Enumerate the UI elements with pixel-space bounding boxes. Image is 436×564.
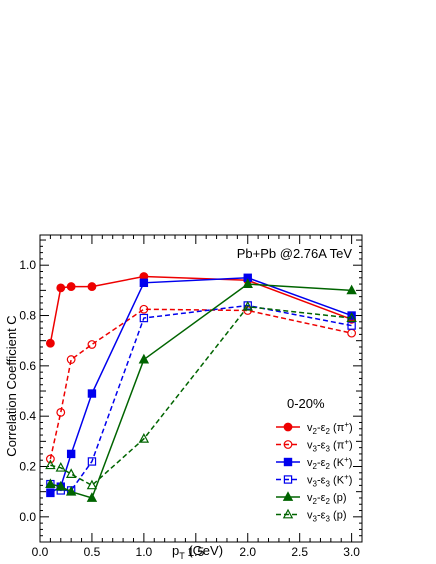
data-point [347, 311, 356, 320]
legend-item: v2-ε2 (p) [276, 491, 347, 506]
legend-item: v2-ε2 (π+) [276, 420, 353, 436]
data-point [87, 282, 97, 291]
data-point [139, 278, 149, 288]
data-point [56, 408, 66, 417]
y-axis-label: Correlation Coefficient C [4, 315, 19, 456]
legend-marker [283, 440, 293, 449]
data-point [87, 340, 97, 349]
data-point [66, 449, 76, 459]
legend-label: v2-ε2 (K+) [307, 455, 352, 471]
data-point [347, 321, 356, 330]
legend-marker [283, 422, 293, 432]
data-point [55, 462, 66, 472]
legend-marker [283, 457, 293, 467]
x-tick-label: 2.5 [291, 545, 308, 559]
series-0 [45, 272, 357, 348]
data-series [45, 272, 357, 502]
y-tick-label: 0.8 [19, 309, 36, 323]
data-point [346, 312, 357, 322]
series-5 [45, 300, 357, 490]
series-1 [45, 304, 357, 464]
legend-item: v3-ε3 (π+) [276, 438, 353, 454]
data-point [242, 278, 253, 288]
data-point [45, 454, 55, 464]
data-point [56, 283, 66, 293]
legend-label: v2-ε2 (π+) [307, 420, 353, 436]
y-axis-ticks: 0.0 0.2 0.4 0.6 0.8 1.0 [19, 239, 362, 537]
data-point [45, 459, 56, 470]
data-point [138, 433, 150, 443]
y-tick-label: 0.0 [19, 510, 36, 524]
plot-frame [39, 234, 363, 543]
x-axis-label: pT (GeV) [172, 543, 223, 561]
collision-annotation: Pb+Pb @2.76A TeV [237, 246, 353, 261]
data-point [138, 353, 150, 364]
data-point [65, 468, 77, 478]
data-point [86, 492, 98, 502]
legend-label: v2-ε2 (p) [307, 492, 347, 506]
x-axis-ticks: 0.0 0.5 1.0 1.5 2.0 2.5 3.0 [32, 235, 360, 559]
data-point [55, 480, 66, 491]
legend: v2-ε2 (π+) v3-ε3 (π+)v2-ε2 (K+) v3-ε3 (K+)… [276, 420, 353, 524]
data-point [242, 300, 253, 311]
series-line [50, 305, 352, 487]
data-point [66, 282, 76, 291]
data-point [66, 355, 76, 364]
data-point [87, 389, 97, 398]
data-point [139, 313, 149, 323]
data-point [45, 478, 56, 489]
y-tick-label: 0.4 [19, 409, 36, 423]
data-point [346, 284, 357, 295]
x-tick-label: 0.5 [84, 545, 101, 559]
data-point [86, 479, 98, 490]
legend-marker [282, 491, 294, 501]
x-tick-label: 1.5 [187, 545, 204, 559]
legend-marker [282, 508, 294, 519]
legend-item: v2-ε2 (K+) [276, 455, 352, 471]
x-tick-label: 1.0 [136, 545, 153, 559]
legend-label: v3-ε3 (π+) [307, 438, 353, 454]
data-point [87, 457, 97, 466]
y-tick-label: 1.0 [19, 258, 36, 272]
legend-label: v3-ε3 (p) [307, 510, 347, 524]
x-tick-label: 0.0 [32, 545, 49, 559]
y-tick-label: 0.6 [19, 359, 36, 373]
series-4 [45, 278, 357, 502]
data-point [46, 488, 55, 498]
data-point [139, 304, 149, 314]
x-tick-label: 2.0 [239, 545, 256, 559]
data-point [45, 338, 55, 348]
legend-item: v3-ε3 (p) [276, 508, 347, 524]
y-tick-label: 0.2 [19, 460, 36, 474]
x-tick-label: 3.0 [343, 545, 360, 559]
legend-label: v3-ε3 (K+) [307, 473, 352, 489]
centrality-label: 0-20% [287, 396, 325, 411]
legend-item: v3-ε3 (K+) [276, 473, 352, 489]
data-point [65, 485, 77, 496]
legend-marker [283, 475, 293, 484]
